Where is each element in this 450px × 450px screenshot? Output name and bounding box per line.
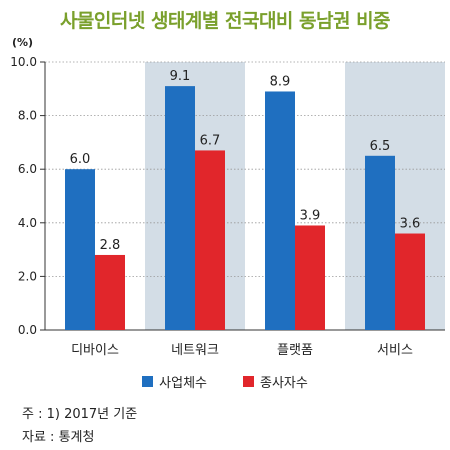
bar-chart: 0.0 2.0 4.0 6.0 8.0 10.0 6.0 2.8 디바이스 9.1 6.7 네트워크 8… [10,55,445,358]
data-label-series-2-4: 3.6 [400,217,421,232]
y-tick-label-2: 2.0 [18,269,37,283]
bar-series-1-2 [165,86,195,331]
bar-series-2-4 [395,233,425,330]
bar-series-1-1 [65,169,95,330]
legend-item-series-1: 사업체수 [142,372,207,391]
data-label-series-1-4: 6.5 [370,139,391,154]
y-tick-label-5: 8.0 [18,109,37,123]
y-tick-label-1: 0.0 [18,323,37,337]
data-label-series-1-3: 8.9 [270,74,291,89]
legend-swatch-series-2 [243,376,254,387]
legend: 사업체수 종사자수 [0,372,450,391]
bar-series-2-1 [95,254,125,330]
bar-series-1-4 [365,155,395,330]
y-axis-unit-label: (%) [12,36,34,49]
data-label-series-2-3: 3.9 [300,208,321,223]
data-label-series-2-2: 6.7 [200,133,221,148]
y-tick-label-3: 4.0 [18,216,37,230]
bar-series-2-2 [195,150,225,330]
legend-label-series-1: 사업체수 [159,376,207,391]
y-tick-label-6: 10.0 [10,55,37,69]
footnotes: 주 : 1) 2017년 기준 자료 : 통계청 [22,403,137,449]
legend-swatch-series-1 [142,376,154,387]
y-tick-label-4: 6.0 [18,162,37,176]
x-tick-label-1: 디바이스 [71,343,119,358]
data-label-series-2-1: 2.8 [100,238,121,253]
chart-title: 사물인터넷 생태계별 전국대비 동남권 비중 [59,10,391,32]
data-label-series-1-1: 6.0 [70,152,91,167]
footnote-basis: 주 : 1) 2017년 기준 [22,407,138,422]
footnote-source: 자료 : 통계청 [22,430,95,445]
x-tick-label-2: 네트워크 [171,343,219,358]
legend-label-series-2: 종사자수 [260,376,308,391]
data-label-series-1-2: 9.1 [170,69,191,84]
legend-item-series-2: 종사자수 [243,372,308,391]
x-tick-label-3: 플랫폼 [277,343,313,358]
x-tick-label-4: 서비스 [377,343,413,358]
bar-series-1-3 [265,91,295,330]
bar-series-2-3 [295,225,325,330]
